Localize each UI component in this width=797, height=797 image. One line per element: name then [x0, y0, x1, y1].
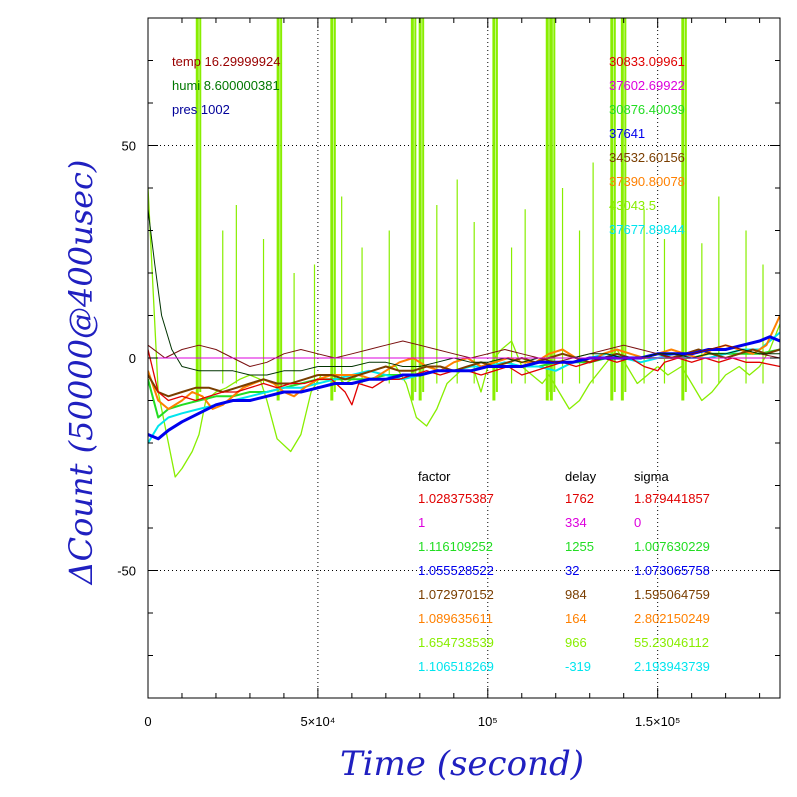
table-cell-factor: 1.116109252	[418, 539, 493, 554]
series-value: 34532.60156	[609, 150, 685, 165]
y-tick-label: 0	[129, 351, 136, 366]
series-value: 37390.80078	[609, 174, 685, 189]
table-header-delay: delay	[565, 469, 597, 484]
table-cell-delay: 984	[565, 587, 587, 602]
table-header-sigma: sigma	[634, 469, 669, 484]
table-cell-delay: 164	[565, 611, 587, 626]
table-cell-delay: 32	[565, 563, 579, 578]
tick-labels: 0 5×10⁴ 10⁵ 1.5×10⁵ 50 0 -50	[117, 139, 680, 730]
x-tick-label: 1.5×10⁵	[635, 714, 681, 729]
series-value: 37602.69922	[609, 78, 685, 93]
y-tick-label: 50	[122, 139, 136, 154]
table-cell-sigma: 1.007630229	[634, 539, 710, 554]
series-value: 43043.5	[609, 198, 656, 213]
table-cell-sigma: 2.802150249	[634, 611, 710, 626]
series-value: 37641	[609, 126, 645, 141]
env-reading: temp 16.29999924	[172, 54, 280, 69]
series-line-6	[148, 335, 780, 441]
table-cell-sigma: 2.193943739	[634, 659, 710, 674]
table-cell-factor: 1.028375387	[418, 491, 494, 506]
table-cell-factor: 1.055528522	[418, 563, 494, 578]
series-value: 30833.09961	[609, 54, 685, 69]
legend-text: temp 16.29999924 humi 8.600000381 pres 100…	[172, 54, 710, 674]
series-line-7	[148, 340, 780, 367]
table-cell-delay: 334	[565, 515, 587, 530]
env-reading: humi 8.600000381	[172, 78, 280, 93]
table-cell-factor: 1.106518269	[418, 659, 494, 674]
table-cell-factor: 1.072970152	[418, 587, 494, 602]
x-axis-label: Time (second)	[340, 744, 584, 784]
series-value: 37677.89844	[609, 222, 685, 237]
y-tick-label: -50	[117, 564, 136, 579]
table-header-factor: factor	[418, 469, 451, 484]
table-cell-sigma: 55.23046112	[634, 635, 709, 650]
table-cell-sigma: 1.879441857	[634, 491, 710, 506]
env-reading: pres 1002	[172, 102, 230, 117]
plot-series	[148, 18, 780, 478]
series-value: 30876.40039	[609, 102, 685, 117]
x-tick-label: 10⁵	[478, 714, 498, 729]
table-cell-delay: 1762	[565, 491, 594, 506]
table-cell-sigma: 0	[634, 515, 641, 530]
table-cell-sigma: 1.595064759	[634, 587, 710, 602]
axis-ticks	[148, 18, 780, 698]
table-cell-delay: 1255	[565, 539, 594, 554]
table-cell-factor: 1.654733539	[418, 635, 494, 650]
x-tick-label: 0	[144, 714, 151, 729]
table-cell-delay: -319	[565, 659, 591, 674]
table-cell-sigma: 1.073065758	[634, 563, 710, 578]
table-cell-factor: 1	[418, 515, 425, 530]
table-cell-delay: 966	[565, 635, 587, 650]
table-cell-factor: 1.089635611	[418, 611, 493, 626]
series-line-8	[148, 209, 780, 376]
x-tick-label: 5×10⁴	[300, 714, 335, 729]
y-axis-label: ΔCount (50000@400usec)	[62, 160, 100, 587]
